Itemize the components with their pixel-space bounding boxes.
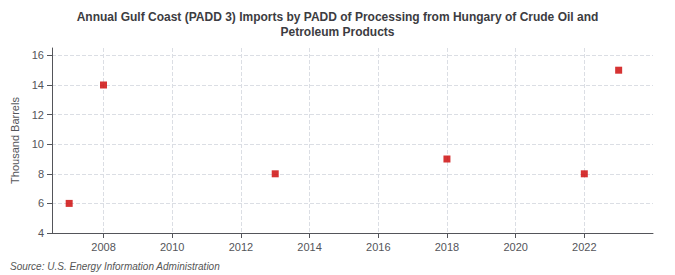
svg-text:4: 4 — [38, 227, 44, 239]
svg-text:8: 8 — [38, 168, 44, 180]
svg-text:2016: 2016 — [366, 241, 390, 253]
svg-text:2012: 2012 — [229, 241, 253, 253]
svg-text:2018: 2018 — [435, 241, 459, 253]
svg-text:2008: 2008 — [91, 241, 115, 253]
svg-text:12: 12 — [32, 109, 44, 121]
svg-text:2022: 2022 — [572, 241, 596, 253]
svg-text:2010: 2010 — [160, 241, 184, 253]
svg-text:Thousand Barrels: Thousand Barrels — [9, 97, 21, 184]
svg-text:Source: U.S. Energy Informatio: Source: U.S. Energy Information Administ… — [10, 261, 220, 272]
svg-text:14: 14 — [32, 79, 44, 91]
svg-text:10: 10 — [32, 138, 44, 150]
svg-text:6: 6 — [38, 197, 44, 209]
svg-text:Annual Gulf Coast (PADD 3) Imp: Annual Gulf Coast (PADD 3) Imports by PA… — [77, 10, 599, 24]
svg-text:16: 16 — [32, 49, 44, 61]
svg-text:Petroleum Products: Petroleum Products — [280, 25, 394, 39]
svg-text:2014: 2014 — [297, 241, 321, 253]
svg-text:2020: 2020 — [503, 241, 527, 253]
